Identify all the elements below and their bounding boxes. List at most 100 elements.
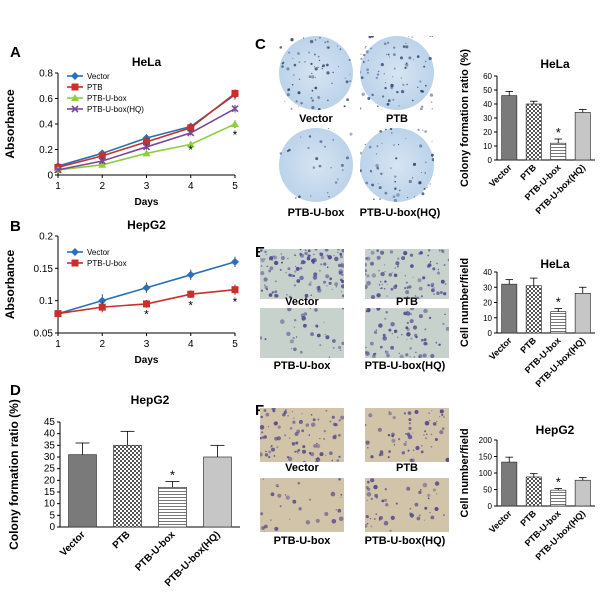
cell-spot: [426, 186, 428, 188]
cell-spot: [375, 164, 379, 168]
category-label: PTB: [518, 508, 538, 528]
category-label: PTB: [111, 529, 133, 551]
cell-spot: [390, 322, 395, 327]
significance-star: *: [144, 307, 149, 321]
y-tick-label: 20: [483, 128, 492, 137]
field-label-f-vector: Vector: [285, 462, 319, 474]
cell-spot: [421, 338, 424, 342]
cell-spot: [398, 438, 401, 441]
bar: [550, 489, 567, 507]
cell-spot: [303, 312, 308, 316]
cell-spot: [373, 198, 375, 201]
cell-spot: [317, 96, 321, 99]
cell-spot: [336, 45, 339, 47]
cell-spot: [345, 80, 349, 84]
cell-spot: [405, 42, 407, 44]
cell-spot: [360, 76, 364, 79]
cell-spot: [407, 36, 409, 38]
y-tick-label: 0: [47, 171, 53, 182]
cell-spot: [366, 522, 369, 525]
cell-spot: [313, 253, 315, 256]
cell-spot: [432, 488, 436, 492]
cell-spot: [270, 519, 272, 521]
cell-spot: [412, 432, 414, 434]
cell-spot: [272, 255, 275, 258]
cell-spot: [270, 492, 275, 497]
data-point: [231, 257, 239, 266]
cell-spot: [427, 497, 430, 499]
cell-spot: [296, 429, 301, 434]
photo-texture: [358, 34, 434, 111]
cell-spot: [424, 130, 427, 133]
cell-spot: [368, 35, 372, 39]
cell-spot: [307, 249, 311, 253]
cell-spot: [440, 279, 445, 284]
cell-spot: [310, 62, 313, 65]
cell-spot: [409, 305, 415, 311]
cell-spot: [288, 51, 291, 54]
cell-spot: [338, 516, 344, 522]
panel-letter-d: D: [10, 382, 21, 399]
cell-spot: [288, 148, 291, 152]
cell-spot: [339, 252, 343, 256]
cell-spot: [424, 60, 427, 63]
cell-spot: [318, 59, 321, 62]
cell-spot: [359, 107, 362, 110]
cell-spot: [295, 266, 300, 271]
x-tick-label: 2: [99, 181, 105, 192]
field-photo-e-ptb-u-box: [259, 306, 345, 358]
cell-spot: [331, 288, 333, 290]
cell-spot: [375, 76, 378, 80]
cell-spot: [312, 418, 316, 422]
cell-spot: [341, 294, 345, 298]
cell-spot: [366, 492, 372, 497]
cell-spot: [345, 156, 349, 160]
cell-spot: [263, 277, 268, 282]
cell-spot: [406, 332, 411, 337]
cell-spot: [310, 281, 312, 283]
cell-spot: [418, 354, 423, 358]
cell-spot: [323, 438, 325, 440]
cell-spot: [338, 419, 341, 422]
cell-spot: [360, 53, 362, 55]
cell-spot: [366, 71, 369, 74]
cell-spot: [445, 457, 450, 462]
cell-spot: [424, 420, 430, 426]
cell-spot: [303, 323, 307, 328]
y-tick-label: 0.2: [39, 232, 53, 243]
cell-spot: [375, 513, 378, 515]
cell-spot: [430, 446, 433, 448]
chart-title: HepG2: [127, 218, 166, 232]
cell-spot: [376, 294, 379, 296]
cell-spot: [364, 350, 368, 354]
cell-spot: [310, 97, 313, 99]
cell-spot: [274, 421, 278, 425]
cell-spot: [332, 71, 334, 74]
cell-spot: [406, 432, 411, 437]
cell-spot: [295, 336, 298, 338]
bar: [501, 283, 518, 334]
cell-spot: [270, 258, 274, 261]
cell-spot: [431, 410, 433, 412]
cell-spot: [268, 269, 272, 273]
cell-spot: [340, 493, 343, 496]
y-tick-label: 20: [44, 475, 56, 486]
cell-spot: [301, 413, 303, 415]
x-tick-label: 5: [232, 339, 238, 350]
data-point: [142, 283, 151, 292]
cell-spot: [370, 47, 372, 50]
cell-spot: [300, 136, 302, 138]
cell-spot: [376, 145, 379, 148]
data-point: [187, 129, 195, 137]
cell-spot: [410, 313, 412, 315]
cell-spot: [420, 489, 422, 491]
cell-spot: [435, 341, 438, 344]
cell-spot: [422, 482, 428, 488]
legend-marker: [71, 105, 79, 113]
cell-spot: [279, 46, 283, 49]
cell-spot: [297, 52, 300, 55]
cell-spot: [337, 263, 342, 268]
legend-marker: [71, 259, 79, 267]
cell-spot: [433, 287, 435, 289]
cell-spot: [363, 262, 367, 267]
